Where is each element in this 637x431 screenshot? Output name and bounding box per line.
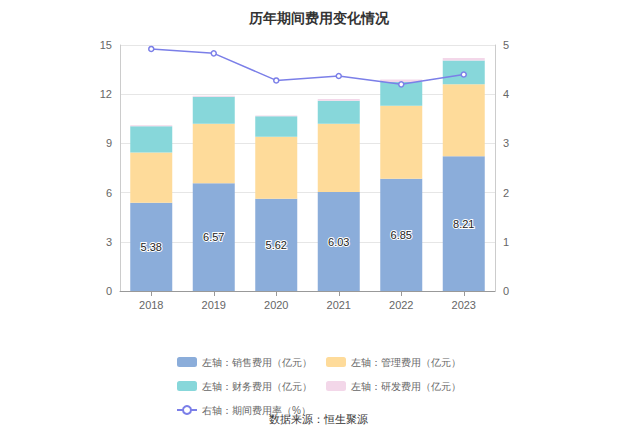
- svg-text:6.03: 6.03: [328, 236, 349, 248]
- svg-text:9: 9: [106, 137, 112, 149]
- svg-text:左轴：管理费用（亿元）: 左轴：管理费用（亿元）: [351, 357, 461, 368]
- svg-text:5.62: 5.62: [266, 239, 287, 251]
- svg-text:3: 3: [503, 137, 509, 149]
- svg-text:2: 2: [503, 187, 509, 199]
- svg-text:2023: 2023: [452, 299, 476, 311]
- svg-text:左轴：研发费用（亿元）: 左轴：研发费用（亿元）: [351, 381, 461, 392]
- svg-text:左轴：销售费用（亿元）: 左轴：销售费用（亿元）: [202, 357, 312, 368]
- svg-text:3: 3: [106, 236, 112, 248]
- svg-text:左轴：财务费用（亿元）: 左轴：财务费用（亿元）: [202, 381, 312, 392]
- svg-text:2020: 2020: [264, 299, 288, 311]
- svg-text:2022: 2022: [389, 299, 413, 311]
- svg-text:8.21: 8.21: [453, 218, 474, 230]
- svg-text:6.85: 6.85: [391, 229, 412, 241]
- svg-text:4: 4: [503, 88, 509, 100]
- svg-text:6.57: 6.57: [203, 231, 224, 243]
- svg-text:6: 6: [106, 187, 112, 199]
- svg-text:2018: 2018: [139, 299, 163, 311]
- svg-text:0: 0: [106, 285, 112, 297]
- svg-text:0: 0: [503, 285, 509, 297]
- svg-text:15: 15: [100, 39, 112, 51]
- svg-text:5: 5: [503, 39, 509, 51]
- svg-text:2019: 2019: [202, 299, 226, 311]
- svg-text:1: 1: [503, 236, 509, 248]
- svg-text:历年期间费用变化情况: 历年期间费用变化情况: [248, 10, 390, 26]
- svg-text:2021: 2021: [327, 299, 351, 311]
- svg-text:12: 12: [100, 88, 112, 100]
- svg-text:右轴：期间费用率（%）: 右轴：期间费用率（%）: [202, 404, 311, 416]
- svg-text:数据来源：恒生聚源: 数据来源：恒生聚源: [269, 413, 368, 425]
- svg-text:5.38: 5.38: [141, 241, 162, 253]
